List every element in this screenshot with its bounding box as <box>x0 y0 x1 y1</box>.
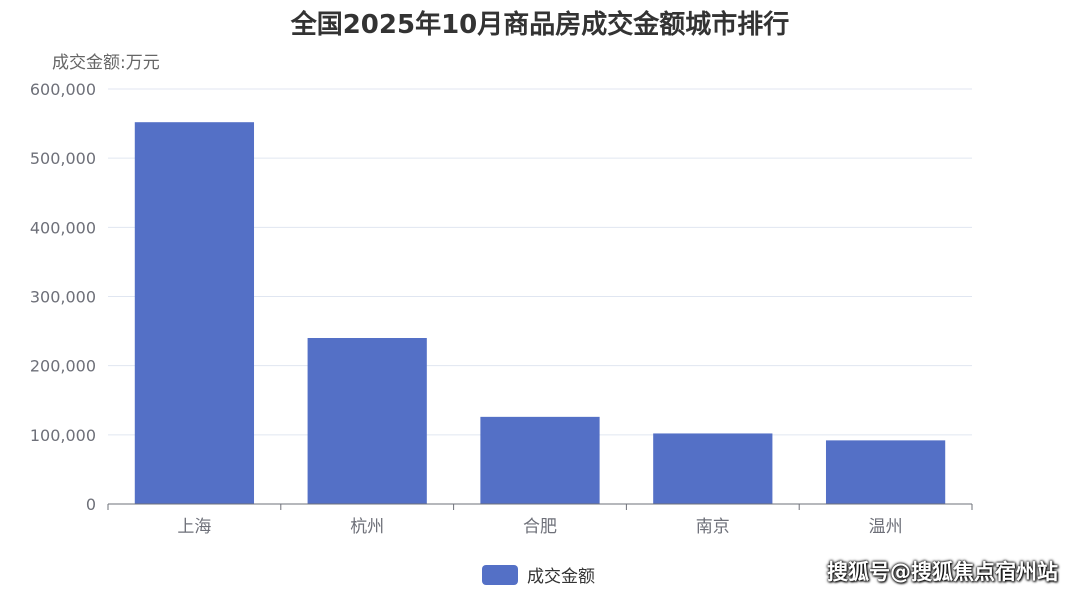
bar-3[interactable] <box>653 433 773 504</box>
bar-0[interactable] <box>134 122 255 504</box>
y-axis-unit-label: 成交金额:万元 <box>52 53 160 73</box>
y-tick-label: 500,000 <box>30 149 96 168</box>
x-category-label: 上海 <box>177 517 211 537</box>
watermark: 搜狐号@搜狐焦点宿州站 <box>827 560 1058 584</box>
x-axis: 上海 杭州 合肥 南京 温州 <box>107 503 973 537</box>
y-tick-label: 400,000 <box>30 218 96 237</box>
legend[interactable]: 成交金额 <box>482 562 595 587</box>
y-tick-label: 300,000 <box>30 288 96 307</box>
x-category-label: 温州 <box>869 517 903 537</box>
y-tick-label: 100,000 <box>30 426 96 445</box>
bar-1[interactable] <box>307 338 427 504</box>
y-axis-ticks: 0 100,000 200,000 300,000 400,000 500,000 600,… <box>30 80 96 514</box>
x-category-label: 杭州 <box>350 517 384 537</box>
bars <box>134 122 946 504</box>
legend-label: 成交金额 <box>527 567 595 587</box>
chart-title: 全国2025年10月商品房成交金额城市排行 <box>290 10 790 40</box>
y-tick-label: 600,000 <box>30 80 96 99</box>
x-category-label: 合肥 <box>523 517 557 537</box>
y-tick-label: 200,000 <box>30 357 96 376</box>
x-category-label: 南京 <box>696 517 730 537</box>
y-tick-label: 0 <box>86 495 96 514</box>
bar-4[interactable] <box>825 440 946 504</box>
legend-swatch <box>482 564 518 585</box>
bar-2[interactable] <box>480 416 600 504</box>
